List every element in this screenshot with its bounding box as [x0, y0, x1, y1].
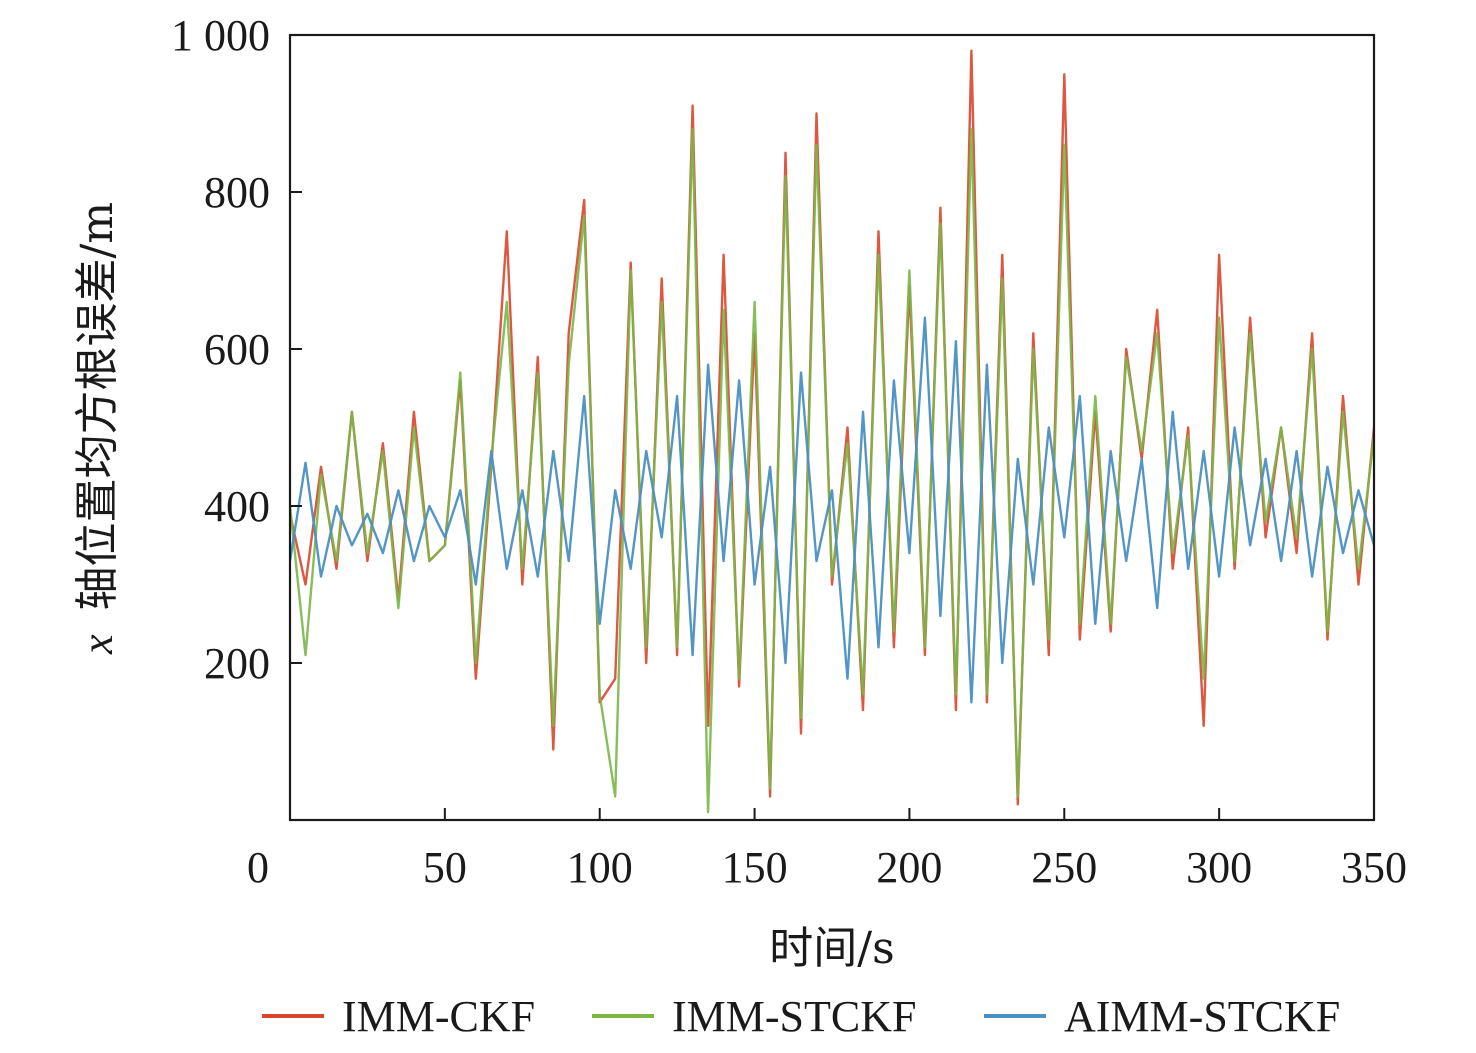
series-layer: [290, 49, 1374, 814]
x-tick-label: 300: [1186, 843, 1252, 892]
svg-text:x 轴位置均方根误差/m: x 轴位置均方根误差/m: [72, 202, 123, 655]
x-tick-label: 50: [423, 843, 467, 892]
y-tick-label: 400: [204, 482, 270, 531]
x-tick-label: 250: [1031, 843, 1097, 892]
y-tick-label: 1 000: [171, 11, 270, 60]
x-tick-label: 200: [876, 843, 942, 892]
y-axis-title: x 轴位置均方根误差/m: [72, 202, 123, 655]
legend-label-imm-ckf: IMM-CKF: [342, 992, 535, 1041]
legend: IMM-CKF IMM-STCKF AIMM-STCKF: [262, 992, 1340, 1041]
y-tick-label: 600: [204, 325, 270, 374]
series-line-aimm-stckf: [290, 316, 1374, 704]
x-tick-label: 150: [722, 843, 788, 892]
x-tick-label: 0: [247, 843, 269, 892]
x-tick-label: 350: [1341, 843, 1407, 892]
ticks-layer: 0 50 100 150 200 250 300 350 200 400 600 800 1 000: [171, 11, 1407, 892]
plot-frame: [288, 33, 1376, 822]
legend-label-aimm-stckf: AIMM-STCKF: [1064, 992, 1340, 1041]
y-axis-title-prefix: x: [73, 634, 122, 655]
y-tick-label: 200: [204, 639, 270, 688]
series-line-imm-ckf: [290, 49, 1374, 806]
y-axis-title-text: 轴位置均方根误差/m: [72, 202, 123, 611]
x-tick-label: 100: [567, 843, 633, 892]
legend-label-imm-stckf: IMM-STCKF: [672, 992, 917, 1041]
series-line-imm-stckf: [290, 127, 1374, 814]
x-axis-title: 时间/s: [769, 923, 894, 974]
y-tick-label: 800: [204, 168, 270, 217]
